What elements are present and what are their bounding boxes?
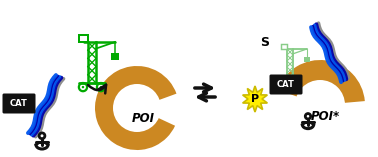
FancyBboxPatch shape xyxy=(281,44,287,49)
Circle shape xyxy=(97,83,105,91)
Text: CAT: CAT xyxy=(10,99,28,108)
FancyBboxPatch shape xyxy=(3,94,36,114)
FancyBboxPatch shape xyxy=(304,57,310,62)
Circle shape xyxy=(296,81,297,83)
Circle shape xyxy=(79,83,87,91)
Circle shape xyxy=(100,86,102,88)
Text: S: S xyxy=(260,35,270,49)
Polygon shape xyxy=(243,86,267,112)
Wedge shape xyxy=(278,60,365,105)
FancyBboxPatch shape xyxy=(79,35,88,42)
Circle shape xyxy=(82,86,84,88)
Text: POI*: POI* xyxy=(310,111,339,124)
Text: P: P xyxy=(251,94,259,104)
Text: POI: POI xyxy=(132,111,155,125)
FancyBboxPatch shape xyxy=(270,75,302,95)
Circle shape xyxy=(280,79,287,85)
Circle shape xyxy=(113,84,161,132)
Text: CAT: CAT xyxy=(277,80,295,89)
Wedge shape xyxy=(95,66,177,150)
Circle shape xyxy=(295,80,345,130)
Circle shape xyxy=(294,79,300,85)
FancyBboxPatch shape xyxy=(111,54,119,60)
Circle shape xyxy=(282,81,284,83)
